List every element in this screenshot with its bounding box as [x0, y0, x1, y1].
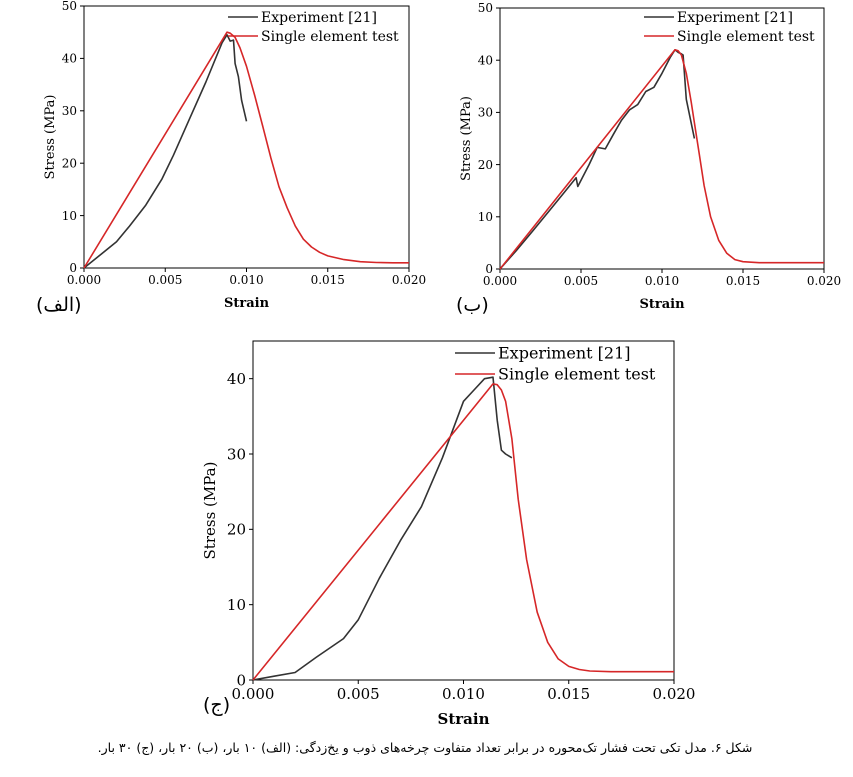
x-tick-label: 0.010	[645, 274, 679, 288]
x-axis-label: Strain	[224, 296, 270, 311]
legend-label-single-element: Single element test	[677, 29, 815, 45]
series-line-single-element	[499, 48, 824, 270]
plot-frame	[499, 7, 825, 270]
x-tick-label: 0.000	[67, 273, 101, 287]
legend-label-single-element: Single element test	[261, 29, 399, 45]
y-tick-label: 10	[227, 596, 246, 614]
y-tick-label: 20	[227, 521, 246, 539]
x-axis-label: Strain	[438, 710, 490, 728]
y-tick-label: 20	[62, 156, 77, 170]
y-axis-label: Stress (MPa)	[459, 96, 474, 181]
y-tick-label: 0	[485, 262, 493, 276]
series-line-single-element	[252, 383, 674, 681]
y-tick-label: 50	[478, 1, 493, 15]
y-tick-label: 10	[478, 210, 493, 224]
y-tick-label: 20	[478, 158, 493, 172]
panel-label-b: (ب)	[456, 294, 489, 316]
series-line-single-element	[83, 31, 409, 269]
legend-label-experiment: Experiment [21]	[498, 344, 630, 363]
x-tick-label: 0.005	[337, 685, 380, 703]
x-tick-label: 0.015	[311, 273, 345, 287]
y-tick-label: 0	[69, 261, 77, 275]
plot-frame	[252, 340, 675, 681]
y-tick-label: 30	[62, 104, 77, 118]
chart-panel-b: 0.000 0.005 0.010 0.015 0.020 0 10 20 30 40 50 Stra…	[459, 1, 841, 312]
y-tick-label: 10	[62, 209, 77, 223]
x-axis-label: Strain	[639, 297, 685, 312]
legend-label-experiment: Experiment [21]	[261, 10, 377, 26]
y-tick-label: 40	[227, 370, 246, 388]
series-line-experiment	[83, 33, 248, 269]
y-tick-label: 30	[227, 445, 246, 463]
series-line-experiment	[499, 48, 696, 270]
x-tick-label: 0.010	[229, 273, 263, 287]
x-tick-label: 0.010	[442, 685, 485, 703]
legend-label-experiment: Experiment [21]	[677, 10, 793, 26]
x-tick-label: 0.020	[653, 685, 696, 703]
series-line-experiment	[252, 376, 513, 681]
y-tick-label: 0	[236, 671, 246, 689]
y-axis-label: Stress (MPa)	[201, 462, 219, 560]
panel-label-c: (ج)	[203, 694, 231, 716]
y-tick-label: 30	[478, 106, 493, 120]
x-tick-label: 0.000	[232, 685, 275, 703]
legend-label-single-element: Single element test	[498, 365, 656, 384]
chart-panel-c: 0.000 0.005 0.010 0.015 0.020 0 10 20 30 40 Strain…	[201, 340, 696, 728]
y-tick-label: 50	[62, 0, 77, 13]
x-tick-label: 0.015	[726, 274, 760, 288]
x-tick-label: 0.020	[392, 273, 426, 287]
x-tick-label: 0.015	[547, 685, 590, 703]
x-tick-label: 0.005	[564, 274, 598, 288]
y-tick-label: 40	[62, 52, 77, 66]
chart-panel-a: 0.000 0.005 0.010 0.015 0.020 0 10 20 30 40 50 Stra…	[43, 0, 426, 311]
plot-frame	[83, 5, 410, 269]
figure-caption: شکل ۶. مدل تکی تحت فشار تک‌محوره در براب…	[97, 740, 753, 755]
panel-label-a: (الف)	[36, 294, 82, 316]
x-tick-label: 0.020	[807, 274, 841, 288]
x-tick-label: 0.000	[483, 274, 517, 288]
y-tick-label: 40	[478, 53, 493, 67]
x-tick-label: 0.005	[148, 273, 182, 287]
y-axis-label: Stress (MPa)	[43, 95, 58, 180]
